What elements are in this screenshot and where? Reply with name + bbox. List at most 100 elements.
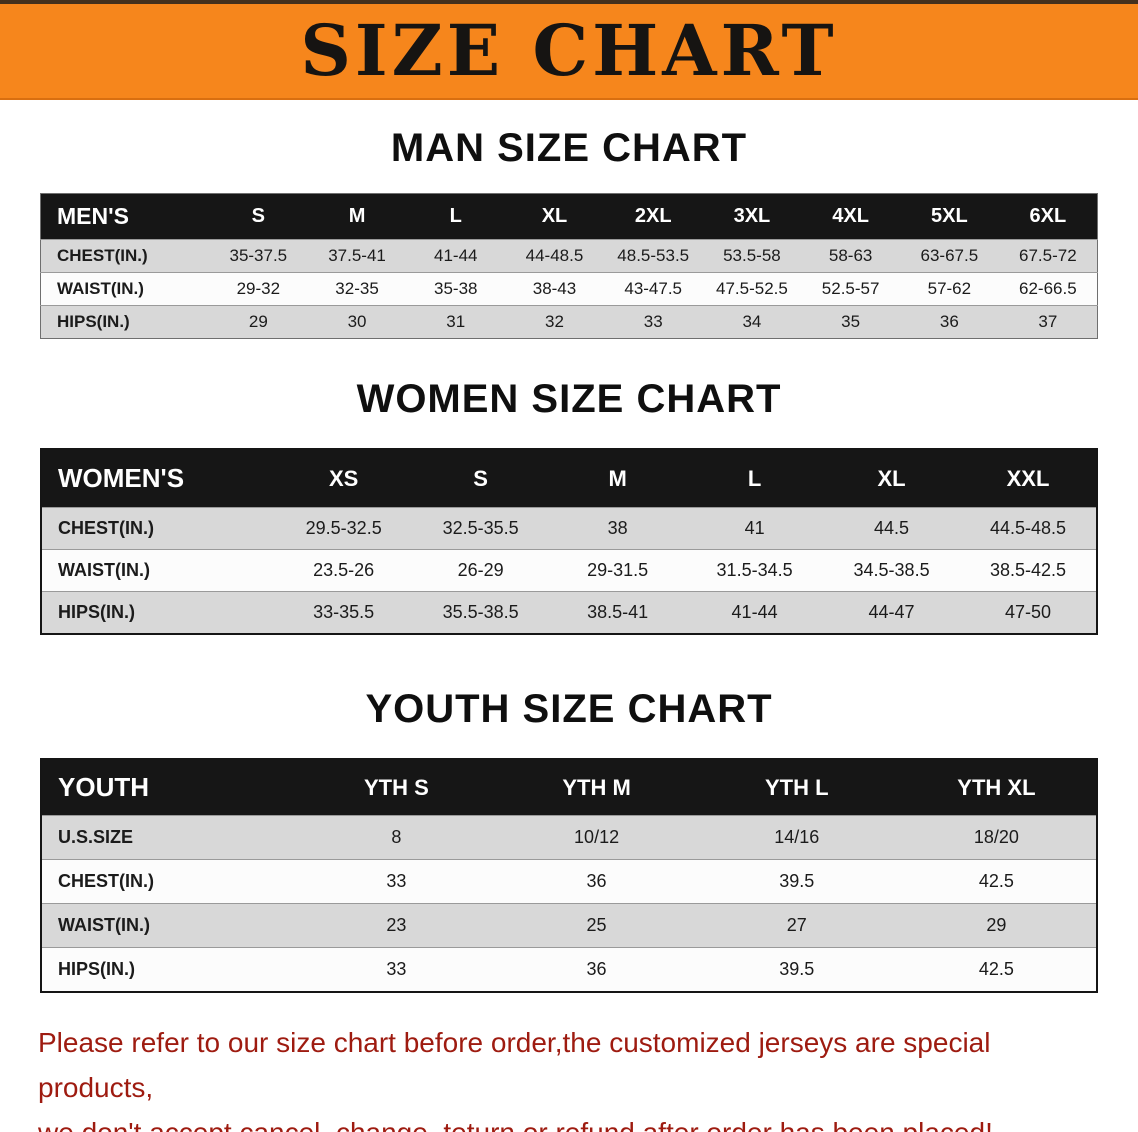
- size-value-cell: 32: [545, 312, 564, 331]
- table-header-row: WOMEN'S XS S M L XL XXL: [41, 449, 1097, 508]
- row-label: CHEST(IN.): [58, 871, 154, 891]
- size-value-cell: 32-35: [335, 279, 379, 298]
- size-column-header: 2XL: [603, 193, 703, 240]
- size-value-cell: 35-37.5: [229, 246, 288, 265]
- size-value-cell: 33: [386, 871, 407, 891]
- row-label: WAIST(IN.): [58, 915, 150, 935]
- table-row: HIPS(IN.) 33 36 39.5 42.5: [41, 947, 1097, 992]
- table-row: WAIST(IN.) 29-32 32-35 35-38 38-43 43-47.5 47.…: [40, 272, 1098, 306]
- size-value-cell: 29-32: [236, 279, 281, 298]
- size-column-header: S: [208, 193, 308, 240]
- men-section-heading: MAN SIZE CHART: [390, 126, 748, 170]
- size-value-cell: 33: [386, 959, 407, 979]
- size-column-header: XL: [823, 449, 961, 508]
- women-section-heading: WOMEN SIZE CHART: [356, 377, 782, 421]
- size-value-cell: 31.5-34.5: [716, 560, 793, 580]
- size-value-cell: 34.5-38.5: [853, 560, 930, 580]
- size-value-cell: 23: [386, 915, 407, 935]
- size-value-cell: 58-63: [828, 246, 873, 265]
- row-label: WAIST(IN.): [57, 279, 144, 298]
- row-label: HIPS(IN.): [57, 312, 130, 331]
- footer-notice: Please refer to our size chart before or…: [38, 1021, 1100, 1132]
- size-column-header: YTH XL: [896, 759, 1097, 816]
- youth-size-table: YOUTH YTH S YTH M YTH L YTH XL U.S.SIZE 8 10/12…: [40, 758, 1098, 993]
- size-column-header: M: [307, 193, 407, 240]
- size-value-cell: 42.5: [978, 871, 1014, 891]
- size-value-cell: 44.5: [874, 518, 910, 538]
- size-value-cell: 35.5-38.5: [442, 602, 519, 622]
- table-row: HIPS(IN.) 33-35.5 35.5-38.5 38.5-41 41-44 44-…: [41, 591, 1097, 634]
- size-value-cell: 14/16: [774, 827, 820, 847]
- youth-size-section: YOUTH SIZE CHART YOUTH YTH S YTH M YTH L YTH…: [0, 687, 1138, 993]
- size-value-cell: 18/20: [973, 827, 1019, 847]
- size-value-cell: 29-31.5: [587, 560, 649, 580]
- size-value-cell: 29: [248, 312, 268, 331]
- size-column-header: XS: [275, 449, 413, 508]
- table-row: HIPS(IN.) 29 30 31 32 33 34 35 36 37: [40, 305, 1098, 339]
- women-size-section: WOMEN SIZE CHART WOMEN'S XS S M L XL XXL CHEST(…: [0, 377, 1138, 635]
- table-row: WAIST(IN.) 23 25 27 29: [41, 903, 1097, 948]
- youth-section-heading: YOUTH SIZE CHART: [365, 687, 773, 731]
- size-value-cell: 44-48.5: [525, 246, 584, 265]
- size-value-cell: 39.5: [779, 959, 815, 979]
- size-value-cell: 37.5-41: [328, 246, 386, 265]
- size-value-cell: 34: [742, 312, 762, 331]
- size-value-cell: 47.5-52.5: [716, 279, 788, 298]
- size-value-cell: 10/12: [574, 827, 620, 847]
- size-column-header: L: [686, 449, 824, 508]
- size-value-cell: 57-62: [927, 279, 972, 298]
- size-value-cell: 42.5: [978, 959, 1014, 979]
- size-value-cell: 26-29: [457, 560, 504, 580]
- size-value-cell: 36: [586, 959, 607, 979]
- table-row: CHEST(IN.) 29.5-32.5 32.5-35.5 38 41 44.5 44.5…: [41, 507, 1097, 550]
- size-value-cell: 30: [347, 312, 367, 331]
- women-size-table: WOMEN'S XS S M L XL XXL CHEST(IN.) 29.5-32.5 32.5…: [40, 448, 1098, 635]
- size-value-cell: 41: [744, 518, 765, 538]
- size-value-cell: 44-47: [868, 602, 915, 622]
- size-value-cell: 31: [446, 312, 466, 331]
- row-label: HIPS(IN.): [58, 602, 136, 622]
- size-value-cell: 38.5-42.5: [989, 560, 1067, 580]
- size-value-cell: 8: [391, 827, 402, 847]
- size-value-cell: 36: [586, 871, 607, 891]
- men-size-section: MAN SIZE CHART MEN'S S M L XL 2XL 3XL 4XL 5XL 6XL…: [0, 126, 1138, 339]
- size-column-header: XL: [505, 193, 604, 240]
- row-label: HIPS(IN.): [58, 959, 136, 979]
- men-size-table: MEN'S S M L XL 2XL 3XL 4XL 5XL 6XL CHEST(IN.) 35-37…: [40, 193, 1098, 339]
- table-group-label: WOMEN'S: [41, 449, 276, 508]
- size-value-cell: 38.5-41: [587, 602, 649, 622]
- row-label: CHEST(IN.): [57, 246, 148, 265]
- size-column-header: YTH L: [696, 759, 897, 816]
- size-value-cell: 32.5-35.5: [442, 518, 519, 538]
- size-value-cell: 52.5-57: [821, 279, 880, 298]
- row-label: CHEST(IN.): [58, 518, 154, 538]
- size-column-header: 4XL: [801, 193, 900, 240]
- size-value-cell: 48.5-53.5: [617, 246, 690, 265]
- size-value-cell: 44.5-48.5: [989, 518, 1067, 538]
- row-label: U.S.SIZE: [58, 827, 134, 847]
- size-value-cell: 67.5-72: [1019, 246, 1077, 265]
- table-row: CHEST(IN.) 33 36 39.5 42.5: [41, 859, 1097, 904]
- size-value-cell: 62-66.5: [1019, 279, 1077, 298]
- size-column-header: YTH S: [296, 759, 497, 816]
- size-value-cell: 27: [786, 915, 807, 935]
- size-column-header: M: [549, 449, 687, 508]
- size-value-cell: 36: [939, 312, 959, 331]
- size-column-header: XXL: [960, 449, 1097, 508]
- table-group-label: MEN'S: [40, 193, 209, 240]
- size-value-cell: 38: [607, 518, 628, 538]
- size-value-cell: 53.5-58: [723, 246, 781, 265]
- size-value-cell: 33: [643, 312, 663, 331]
- size-value-cell: 29.5-32.5: [305, 518, 382, 538]
- notice-line-2: we don't accept cancel, change, teturn o…: [38, 1111, 1100, 1132]
- size-value-cell: 35-38: [434, 279, 478, 298]
- table-row: CHEST(IN.) 35-37.5 37.5-41 41-44 44-48.5 48.5…: [40, 239, 1098, 273]
- size-value-cell: 29: [986, 915, 1007, 935]
- table-group-label: YOUTH: [41, 759, 297, 816]
- size-column-header: YTH M: [496, 759, 697, 816]
- size-value-cell: 47-50: [1004, 602, 1052, 622]
- table-row: U.S.SIZE 8 10/12 14/16 18/20: [41, 815, 1097, 860]
- size-value-cell: 63-67.5: [920, 246, 979, 265]
- size-value-cell: 41-44: [434, 246, 478, 265]
